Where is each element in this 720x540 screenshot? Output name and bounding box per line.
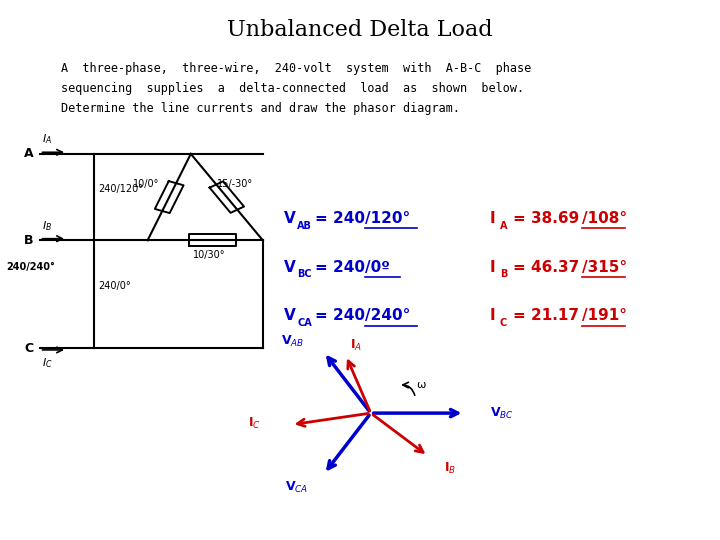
Text: Unbalanced Delta Load: Unbalanced Delta Load: [228, 19, 492, 41]
Text: I: I: [490, 308, 495, 323]
Text: I$_B$: I$_B$: [444, 461, 456, 476]
Text: AB: AB: [297, 221, 312, 231]
Text: 240/240°: 240/240°: [6, 262, 55, 272]
Text: /108°: /108°: [582, 211, 627, 226]
Text: A: A: [500, 221, 507, 231]
Text: /191°: /191°: [582, 308, 626, 323]
Text: $I_B$: $I_B$: [42, 219, 52, 233]
Text: B: B: [24, 234, 34, 247]
Text: A  three-phase,  three-wire,  240-volt  system  with  A-B-C  phase
sequencing  s: A three-phase, three-wire, 240-volt syst…: [61, 62, 531, 115]
Text: I$_A$: I$_A$: [350, 338, 362, 353]
Text: = 240: = 240: [315, 211, 371, 226]
Text: /120°: /120°: [365, 211, 410, 226]
Text: B: B: [500, 269, 507, 279]
Text: 10/30°: 10/30°: [193, 249, 225, 260]
Text: = 21.17: = 21.17: [513, 308, 585, 323]
Text: I: I: [490, 260, 495, 275]
Text: V: V: [284, 260, 296, 275]
Text: I: I: [490, 211, 495, 226]
Text: BC: BC: [297, 269, 312, 279]
Text: 240/0°: 240/0°: [98, 281, 130, 291]
Text: 240/120°: 240/120°: [98, 184, 143, 194]
Text: = 240: = 240: [315, 308, 371, 323]
Text: V$_{BC}$: V$_{BC}$: [490, 406, 514, 421]
Text: /0º: /0º: [365, 260, 390, 275]
Text: = 46.37: = 46.37: [513, 260, 585, 275]
Text: ω: ω: [416, 380, 426, 390]
Text: = 240: = 240: [315, 260, 371, 275]
Text: $I_A$: $I_A$: [42, 132, 52, 146]
Text: C: C: [24, 342, 34, 355]
Text: $I_C$: $I_C$: [42, 356, 53, 370]
Text: /315°: /315°: [582, 260, 627, 275]
Text: V: V: [284, 308, 296, 323]
Text: CA: CA: [297, 318, 312, 328]
Text: A: A: [24, 147, 34, 160]
Text: V$_{CA}$: V$_{CA}$: [285, 480, 308, 495]
Text: /240°: /240°: [365, 308, 410, 323]
Text: V: V: [284, 211, 296, 226]
Text: V$_{AB}$: V$_{AB}$: [281, 334, 304, 349]
Text: C: C: [500, 318, 507, 328]
Text: = 38.69: = 38.69: [513, 211, 585, 226]
Text: I$_C$: I$_C$: [248, 416, 261, 431]
Text: 10/0°: 10/0°: [133, 179, 160, 190]
Text: 15/-30°: 15/-30°: [217, 179, 253, 190]
